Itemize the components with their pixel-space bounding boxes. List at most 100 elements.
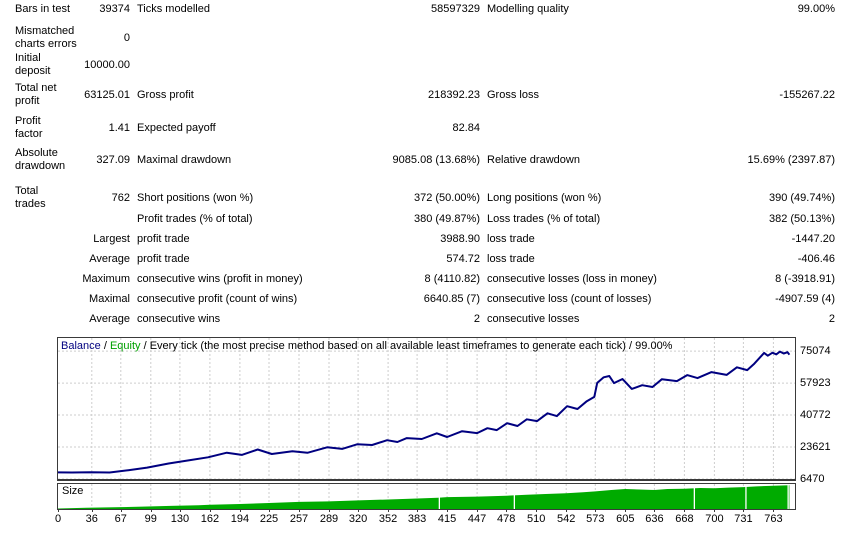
x-axis-tick [595, 509, 597, 512]
stat-value-1: 63125.01 [84, 88, 130, 101]
stat-value-3: 2 [828, 313, 835, 325]
stat-label-3: loss trade [487, 253, 535, 265]
stat-label-3: Relative drawdown [487, 153, 580, 166]
x-axis-tick [654, 509, 656, 512]
x-axis-label: 700 [705, 513, 724, 525]
x-axis-label: 731 [734, 513, 753, 525]
x-axis-tick [477, 509, 479, 512]
stat-value-1: 0 [123, 31, 130, 44]
x-axis-tick [714, 509, 716, 512]
size-area-plot [58, 484, 790, 509]
x-axis-tick [358, 509, 360, 512]
table-row: Total net profit 63125.01 Gross profit 2… [15, 82, 850, 108]
table-row: Average profit trade 574.72 loss trade -… [15, 253, 850, 266]
x-axis-tick [388, 509, 390, 512]
stat-row-label: Bars in test [15, 3, 71, 15]
table-row: Total trades 762 Short positions (won %)… [15, 185, 850, 211]
table-row: Profit trades (% of total) 380 (49.87%) … [15, 213, 850, 226]
report-table: Bars in test 39374 Ticks modelled 585973… [15, 3, 850, 333]
x-axis-label: 36 [85, 513, 98, 525]
stat-value-3: 382 (50.13%) [768, 213, 835, 225]
x-axis-label: 225 [259, 513, 279, 525]
x-axis-tick [58, 509, 59, 512]
legend-method-text: Every tick (the most precise method base… [149, 340, 626, 352]
stat-label-2: Ticks modelled [137, 3, 210, 15]
stat-label-3: consecutive losses (loss in money) [487, 273, 657, 285]
table-row: Maximum consecutive wins (profit in mone… [15, 273, 850, 286]
stat-row-label: Initial deposit [15, 52, 51, 77]
x-axis-tick [269, 509, 270, 512]
x-axis-label: 0 [54, 513, 62, 525]
legend-separator: / [140, 340, 150, 352]
x-axis-tick [91, 509, 93, 512]
x-axis-tick [417, 509, 419, 512]
stat-value-3: 15.69% (2397.87) [747, 153, 835, 166]
stat-value-2: 372 (50.00%) [413, 191, 480, 204]
stat-row-label: Profit factor [15, 115, 43, 140]
x-axis-label: 636 [645, 513, 664, 525]
legend-separator: / [100, 340, 110, 352]
y-axis-label: 75074 [800, 345, 831, 358]
table-row: Initial deposit 10000.00 [15, 52, 850, 78]
stat-label-3: consecutive loss (count of losses) [487, 293, 652, 305]
stat-value-2: 9085.08 (13.68%) [392, 153, 480, 166]
balance-line-plot [58, 338, 795, 479]
x-axis-tick [625, 509, 627, 512]
table-row: Largest profit trade 3988.90 loss trade … [15, 233, 850, 246]
stat-label-2: profit trade [137, 233, 190, 245]
stat-row-label: Absolute drawdown [15, 147, 66, 172]
size-chart-title: Size [62, 485, 84, 497]
x-axis-label: 194 [230, 513, 250, 525]
chart-legend: Balance / Equity / Every tick (the most … [61, 340, 672, 352]
table-row: Mismatched charts errors 0 [15, 25, 850, 51]
y-axis-label: 40772 [800, 409, 831, 421]
x-axis-tick [179, 509, 181, 512]
stat-value-2: 82.84 [452, 121, 480, 134]
stat-label-2: profit trade [137, 253, 190, 265]
table-row: Profit factor 1.41 Expected payoff 82.84 [15, 115, 850, 141]
x-axis-label: 447 [467, 513, 487, 525]
stat-value-2: 3988.90 [440, 233, 480, 245]
x-axis-label: 542 [557, 513, 576, 525]
stat-label-2: Short positions (won %) [137, 191, 254, 204]
stat-value-3: 390 (49.74%) [768, 191, 835, 204]
stat-value-1: 39374 [99, 3, 130, 15]
x-axis-tick [239, 509, 241, 512]
stat-value-1: Maximum [82, 273, 130, 285]
stat-label-2: consecutive profit (count of wins) [137, 293, 298, 305]
stat-value-1: Largest [93, 233, 130, 245]
x-axis-tick [743, 509, 745, 512]
x-axis-label: 763 [764, 513, 783, 525]
legend-separator: / [625, 340, 636, 352]
x-axis-tick [684, 509, 686, 512]
chart-divider-line [57, 480, 796, 481]
y-axis-label: 6470 [800, 473, 825, 485]
x-axis-label: 99 [144, 513, 157, 525]
x-axis-label: 320 [348, 513, 368, 525]
x-axis-label: 573 [586, 513, 605, 525]
stat-value-1: 327.09 [96, 153, 130, 166]
x-axis-label: 130 [170, 513, 190, 525]
stat-label-2: Maximal drawdown [137, 153, 232, 166]
stat-label-3: Loss trades (% of total) [487, 213, 601, 225]
x-axis-label: 67 [114, 513, 127, 525]
stat-value-3: -1447.20 [791, 233, 835, 245]
stat-label-2: consecutive wins (profit in money) [137, 273, 303, 285]
stat-label-3: loss trade [487, 233, 535, 245]
balance-equity-chart[interactable]: Balance / Equity / Every tick (the most … [57, 337, 796, 480]
x-axis-label: 415 [437, 513, 457, 525]
x-axis-label: 478 [497, 513, 516, 525]
stat-value-3: -406.46 [797, 253, 835, 265]
stat-value-2: 8 (4110.82) [424, 273, 480, 285]
stat-value-3: -4907.59 (4) [775, 293, 835, 305]
stat-value-2: 58597329 [431, 3, 480, 15]
x-axis-label: 162 [200, 513, 220, 525]
stat-value-3: 8 (-3918.91) [775, 273, 835, 285]
size-chart[interactable]: Size [57, 483, 796, 510]
stat-row-label: Total net profit [15, 82, 57, 107]
legend-balance-label: Balance [61, 340, 101, 352]
stat-label-2: Expected payoff [137, 121, 216, 134]
stat-value-1: Average [89, 313, 130, 325]
stat-value-1: 762 [111, 191, 130, 204]
